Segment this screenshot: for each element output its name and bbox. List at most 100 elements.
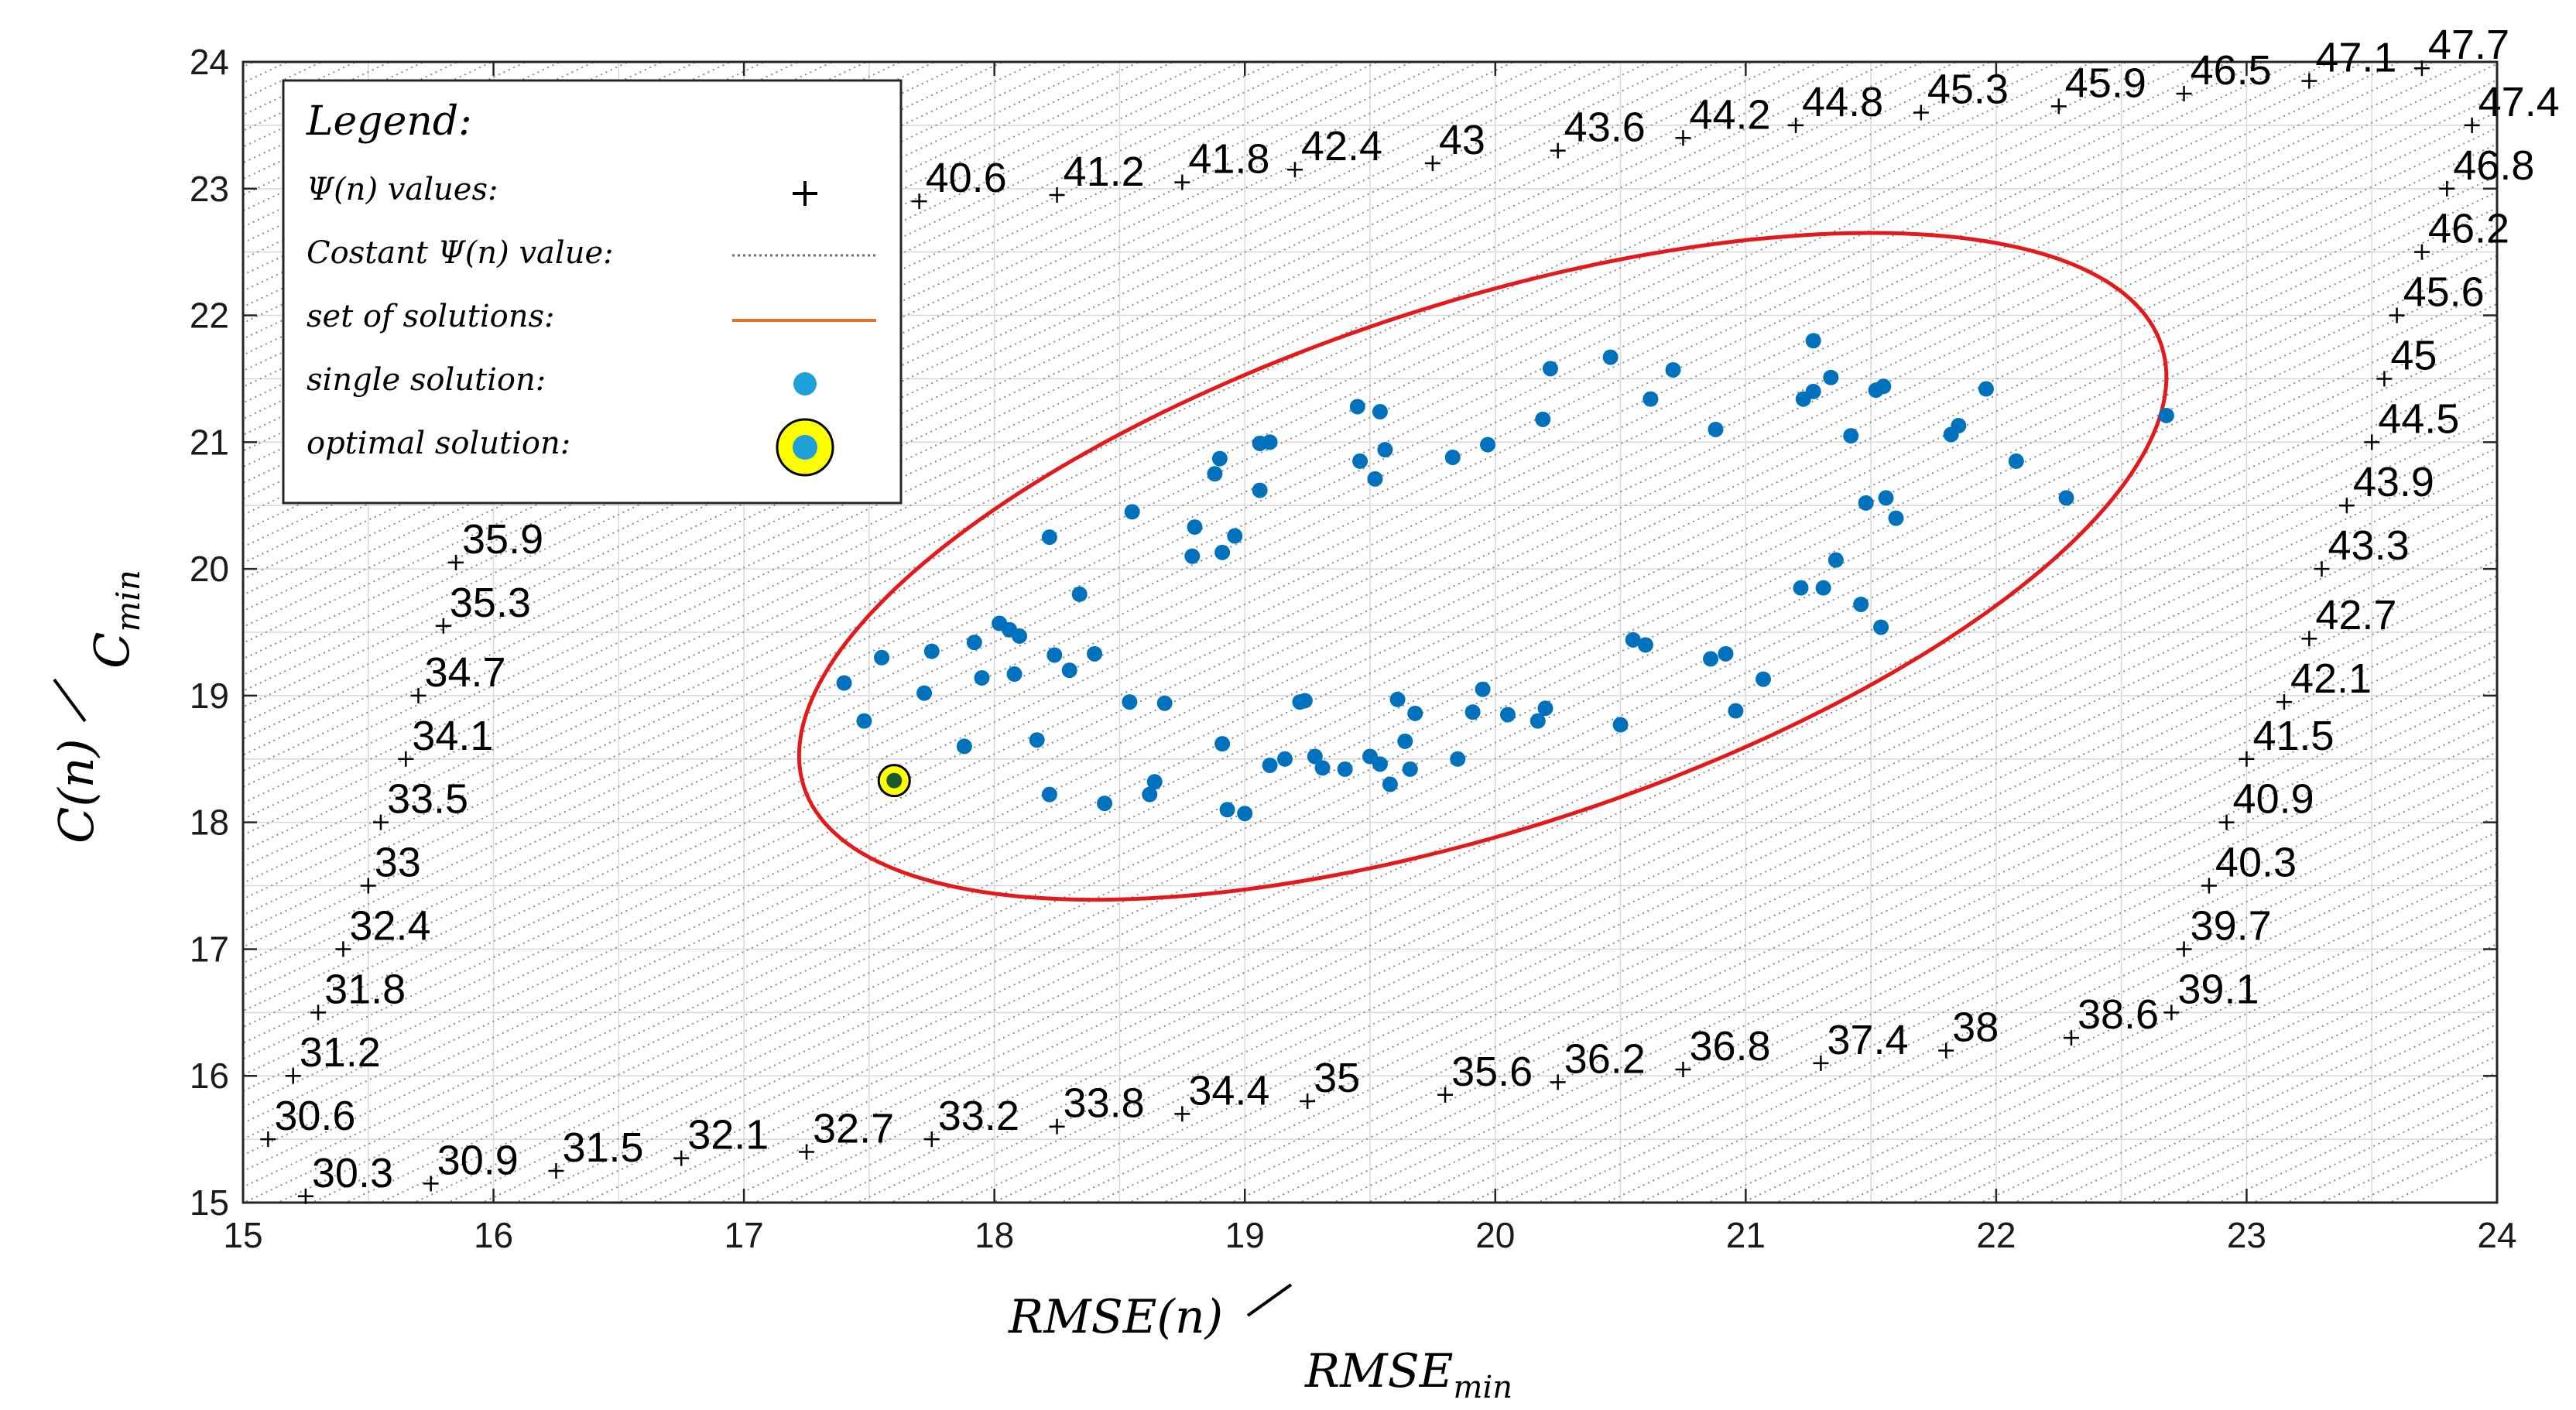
solution-point [2008, 453, 2024, 469]
constant-psi-line [1025, 511, 2497, 1203]
constant-psi-line [684, 351, 2497, 1203]
constant-psi-line [1059, 527, 2497, 1203]
psi-label: 44.2 [1689, 91, 1770, 138]
psi-marker [2364, 434, 2380, 450]
solution-point [1637, 637, 1653, 653]
psi-label: 42.1 [2290, 655, 2372, 702]
constant-psi-line [243, 62, 1652, 724]
psi-label: 45.3 [1927, 67, 2009, 113]
solution-point [1407, 705, 1423, 721]
psi-label: 43.9 [2353, 459, 2434, 505]
constant-psi-line [243, 62, 1856, 820]
solution-point [874, 649, 890, 666]
y-tick-label: 20 [190, 549, 229, 589]
psi-label: 30.6 [274, 1093, 355, 1139]
constant-psi-line [243, 62, 2435, 1092]
optimal-solution [877, 764, 911, 798]
psi-marker [448, 554, 464, 570]
constant-psi-line [243, 62, 2163, 964]
constant-psi-line [243, 62, 1618, 708]
solution-point [1146, 774, 1163, 790]
psi-marker [2201, 878, 2217, 894]
solution-point [1046, 647, 1063, 663]
x-tick-label: 15 [223, 1215, 262, 1255]
solution-point [1530, 713, 1546, 729]
constant-psi-line [820, 415, 2497, 1203]
constant-psi-line [1161, 575, 2497, 1203]
psi-marker [1049, 187, 1065, 203]
solution-point [1337, 761, 1353, 777]
psi-label: 34.4 [1188, 1067, 1269, 1114]
y-tick-label: 23 [190, 169, 229, 209]
solutions [836, 333, 2174, 822]
psi-label: 44.8 [1802, 79, 1883, 125]
constant-psi-line [243, 79, 2497, 1140]
constant-psi-line [243, 62, 1550, 676]
y-axis-denominator: Cmin [84, 570, 147, 669]
solution-point [1184, 548, 1201, 564]
solution-point [1214, 544, 1231, 560]
constant-psi-line [243, 62, 1754, 772]
constant-psi-line [718, 367, 2497, 1203]
solution-point [1499, 707, 1516, 723]
constant-psi-line [243, 94, 2497, 1156]
psi-marker [673, 1150, 690, 1166]
optimal-point [886, 772, 903, 789]
solution-point [1227, 528, 1243, 544]
solution-point [1875, 378, 1892, 395]
solution-point [1207, 466, 1223, 482]
constant-psi-line [243, 127, 2497, 1189]
solution-point [1793, 580, 1809, 596]
constant-psi-line [548, 286, 2497, 1203]
constant-psi-line [243, 62, 2026, 900]
psi-marker [2050, 98, 2067, 115]
psi-marker [2413, 60, 2430, 77]
solutions-ellipse [796, 231, 2169, 902]
psi-marker [1913, 104, 1929, 121]
solution-point [1276, 751, 1293, 767]
solution-point [1858, 495, 1874, 511]
solution-point [1951, 418, 1967, 434]
constant-psi-line [243, 62, 2469, 1108]
x-tick-label: 24 [2477, 1215, 2516, 1255]
solution-point [1402, 761, 1418, 777]
psi-label: 45 [2390, 332, 2437, 378]
constant-psi-line [957, 479, 2497, 1203]
psi-marker [297, 1188, 313, 1204]
solution-point [1397, 733, 1413, 749]
psi-label: 47.1 [2315, 35, 2396, 81]
psi-marker [423, 1176, 439, 1192]
psi-label: 30.3 [312, 1150, 393, 1196]
psi-label: 39.1 [2177, 966, 2259, 1012]
psi-marker [2439, 180, 2455, 197]
solution-point [1828, 552, 1844, 568]
solution-point [1853, 596, 1869, 612]
solution-point [1061, 662, 1077, 679]
psi-label: 32.1 [687, 1112, 769, 1158]
psi-marker [2276, 694, 2292, 710]
psi-marker [548, 1163, 564, 1179]
x-tick-label: 20 [1475, 1215, 1515, 1255]
solution-point [1703, 651, 1719, 667]
y-tick-label: 16 [190, 1056, 229, 1096]
solution-point [2158, 407, 2174, 423]
solution-point [1372, 756, 1388, 772]
psi-marker [2314, 561, 2330, 577]
constant-psi-line [243, 62, 1720, 756]
constant-psi-line [514, 271, 2497, 1203]
legend-optimal-inner-icon [793, 435, 817, 460]
constant-psi-line [1229, 607, 2497, 1203]
solution-point [1805, 383, 1821, 399]
psi-marker [1286, 162, 1303, 178]
constant-psi-line [243, 62, 1516, 660]
constant-psi-line [923, 463, 2497, 1203]
constant-psi-line [412, 223, 2497, 1203]
psi-label: 33.8 [1064, 1080, 1145, 1127]
psi-label: 34.7 [424, 649, 505, 696]
solution-point [1372, 404, 1388, 420]
constant-psi-line [243, 111, 2497, 1172]
psi-label: 35.3 [450, 580, 531, 626]
psi-marker [435, 618, 451, 634]
psi-marker [1300, 1093, 1316, 1109]
